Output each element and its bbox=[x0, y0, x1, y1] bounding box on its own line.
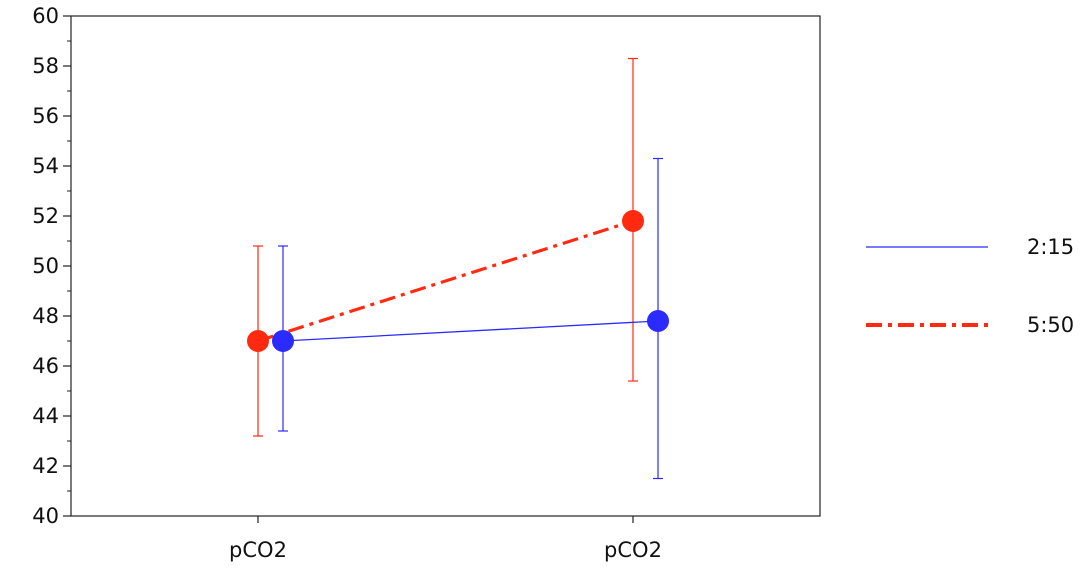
y-tick-label: 44 bbox=[32, 404, 59, 428]
y-tick-label: 48 bbox=[32, 304, 59, 328]
y-tick-label: 40 bbox=[32, 504, 59, 528]
x-tick-label: pCO2 bbox=[229, 538, 287, 562]
legend-label: 5:50 bbox=[1027, 313, 1074, 337]
data-point bbox=[272, 330, 294, 352]
series-line bbox=[257, 219, 634, 343]
legend-label: 2:15 bbox=[1027, 235, 1074, 259]
y-tick-label: 54 bbox=[32, 154, 59, 178]
y-tick-label: 60 bbox=[32, 4, 59, 28]
y-tick-label: 50 bbox=[32, 254, 59, 278]
series-line bbox=[282, 320, 659, 342]
x-axis: pCO2 pCO2 bbox=[229, 516, 662, 562]
legend: 2:15 5:50 bbox=[866, 235, 1074, 337]
y-tick-label: 58 bbox=[32, 54, 59, 78]
y-tick-label: 52 bbox=[32, 204, 59, 228]
y-tick-label: 42 bbox=[32, 454, 59, 478]
data-point bbox=[647, 310, 669, 332]
x-tick-label: pCO2 bbox=[604, 538, 662, 562]
y-tick-label: 56 bbox=[32, 104, 59, 128]
series-layer bbox=[247, 57, 669, 480]
data-point bbox=[247, 330, 269, 352]
y-tick-label: 46 bbox=[32, 354, 59, 378]
data-point bbox=[622, 210, 644, 232]
plot-frame bbox=[70, 15, 821, 517]
series-2-15 bbox=[272, 157, 669, 480]
y-axis: 40 42 44 46 48 50 52 54 56 58 60 bbox=[32, 4, 71, 528]
series-5-50 bbox=[247, 57, 644, 437]
